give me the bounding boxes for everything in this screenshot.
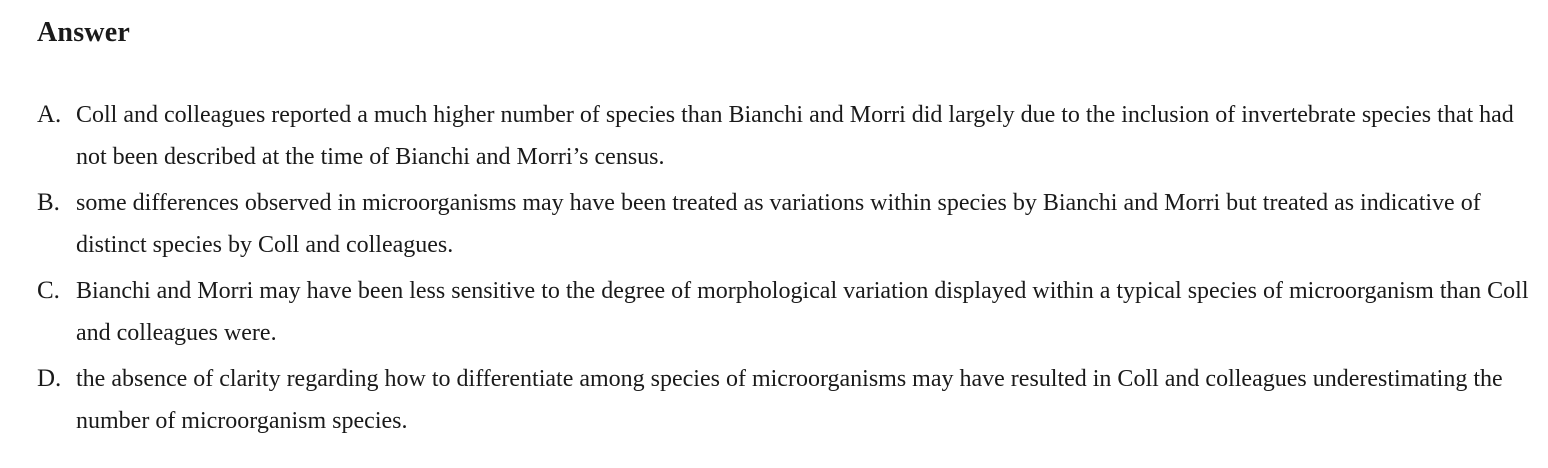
- option-letter: C.: [37, 277, 60, 304]
- answer-option-d[interactable]: D. the absence of clarity regarding how …: [37, 358, 1542, 442]
- option-text: Bianchi and Morri may have been less sen…: [76, 278, 1529, 346]
- option-letter: D.: [37, 365, 62, 392]
- option-text: Coll and colleagues reported a much high…: [76, 102, 1514, 170]
- answer-heading: Answer: [37, 17, 130, 48]
- answer-options-list: A. Coll and colleagues reported a much h…: [37, 94, 1542, 446]
- option-text: the absence of clarity regarding how to …: [76, 366, 1503, 434]
- option-text: some differences observed in microorgani…: [76, 190, 1481, 258]
- option-letter: A.: [37, 101, 62, 128]
- answer-option-c[interactable]: C. Bianchi and Morri may have been less …: [37, 270, 1542, 354]
- answer-option-a[interactable]: A. Coll and colleagues reported a much h…: [37, 94, 1542, 178]
- answer-option-b[interactable]: B. some differences observed in microorg…: [37, 182, 1542, 266]
- option-letter: B.: [37, 189, 60, 216]
